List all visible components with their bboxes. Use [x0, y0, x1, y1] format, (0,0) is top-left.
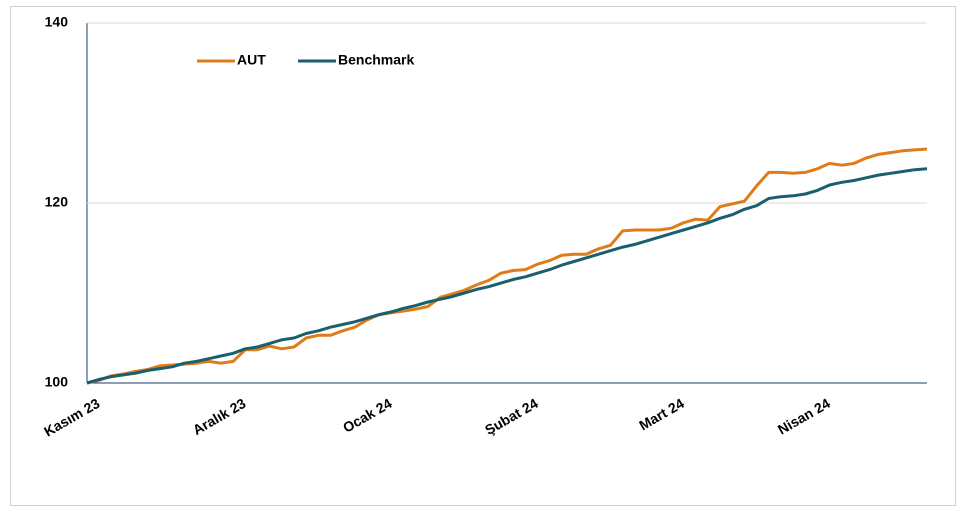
y-tick-label: 120 [45, 194, 69, 210]
y-tick-label: 100 [45, 374, 69, 390]
line-series [86, 147, 928, 385]
chart-frame [10, 6, 956, 506]
y-tick-label: 140 [45, 14, 69, 30]
legend-label: Benchmark [338, 52, 414, 68]
legend-label: AUT [237, 52, 266, 68]
line-series [86, 167, 928, 385]
